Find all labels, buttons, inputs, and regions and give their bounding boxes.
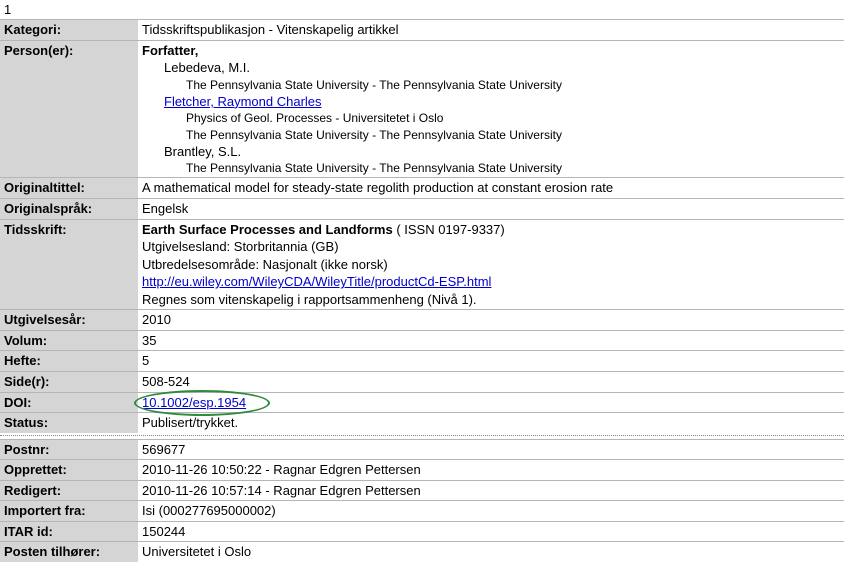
doi-link[interactable]: 10.1002/esp.1954 xyxy=(142,395,246,410)
person-3-name: Brantley, S.L. xyxy=(142,143,840,161)
journal-land: Utgivelsesland: Storbritannia (GB) xyxy=(142,238,840,256)
value-kategori: Tidsskriftspublikasjon - Vitenskapelig a… xyxy=(138,20,844,41)
value-sider: 508-524 xyxy=(138,371,844,392)
label-sider: Side(r): xyxy=(0,371,138,392)
journal-utbredelse: Utbredelsesområde: Nasjonalt (ikke norsk… xyxy=(142,256,840,274)
value-hefte: 5 xyxy=(138,351,844,372)
value-utgivelsesar: 2010 xyxy=(138,310,844,331)
value-status: Publisert/trykket. xyxy=(138,413,844,433)
label-volum: Volum: xyxy=(0,330,138,351)
value-originaltittel: A mathematical model for steady-state re… xyxy=(138,178,844,199)
value-itar: 150244 xyxy=(138,521,844,542)
value-postnr: 569677 xyxy=(138,439,844,460)
value-doi: 10.1002/esp.1954 xyxy=(138,392,844,413)
label-kategori: Kategori: xyxy=(0,20,138,41)
label-redigert: Redigert: xyxy=(0,480,138,501)
label-doi: DOI: xyxy=(0,392,138,413)
label-itar: ITAR id: xyxy=(0,521,138,542)
label-utgivelsesar: Utgivelsesår: xyxy=(0,310,138,331)
value-originalsprak: Engelsk xyxy=(138,199,844,220)
journal-issn: ( ISSN 0197-9337) xyxy=(393,222,505,237)
value-opprettet: 2010-11-26 10:50:22 - Ragnar Edgren Pett… xyxy=(138,460,844,481)
label-hefte: Hefte: xyxy=(0,351,138,372)
label-personer: Person(er): xyxy=(0,40,138,178)
label-tilhorer: Posten tilhører: xyxy=(0,542,138,562)
journal-vitenskapelig: Regnes som vitenskapelig i rapportsammen… xyxy=(142,291,840,309)
admin-table: Postnr: 569677 Opprettet: 2010-11-26 10:… xyxy=(0,439,844,562)
value-redigert: 2010-11-26 10:57:14 - Ragnar Edgren Pett… xyxy=(138,480,844,501)
label-postnr: Postnr: xyxy=(0,439,138,460)
person-2-link[interactable]: Fletcher, Raymond Charles xyxy=(164,94,322,109)
value-personer: Forfatter, Lebedeva, M.I. The Pennsylvan… xyxy=(138,40,844,178)
label-status: Status: xyxy=(0,413,138,433)
value-tilhorer: Universitetet i Oslo xyxy=(138,542,844,562)
person-1-name: Lebedeva, M.I. xyxy=(142,59,840,77)
value-importert: Isi (000277695000002) xyxy=(138,501,844,522)
label-originaltittel: Originaltittel: xyxy=(0,178,138,199)
journal-name: Earth Surface Processes and Landforms xyxy=(142,222,393,237)
person-role: Forfatter, xyxy=(142,42,840,60)
value-tidsskrift: Earth Surface Processes and Landforms ( … xyxy=(138,219,844,310)
label-originalsprak: Originalspråk: xyxy=(0,199,138,220)
record-index: 1 xyxy=(0,0,844,19)
value-volum: 35 xyxy=(138,330,844,351)
journal-url-link[interactable]: http://eu.wiley.com/WileyCDA/WileyTitle/… xyxy=(142,274,491,289)
person-2-aff1: Physics of Geol. Processes - Universitet… xyxy=(142,110,840,126)
label-opprettet: Opprettet: xyxy=(0,460,138,481)
metadata-table: Kategori: Tidsskriftspublikasjon - Viten… xyxy=(0,19,844,433)
label-tidsskrift: Tidsskrift: xyxy=(0,219,138,310)
label-importert: Importert fra: xyxy=(0,501,138,522)
person-2-aff2: The Pennsylvania State University - The … xyxy=(142,127,840,143)
person-1-aff: The Pennsylvania State University - The … xyxy=(142,77,840,93)
person-3-aff: The Pennsylvania State University - The … xyxy=(142,160,840,176)
